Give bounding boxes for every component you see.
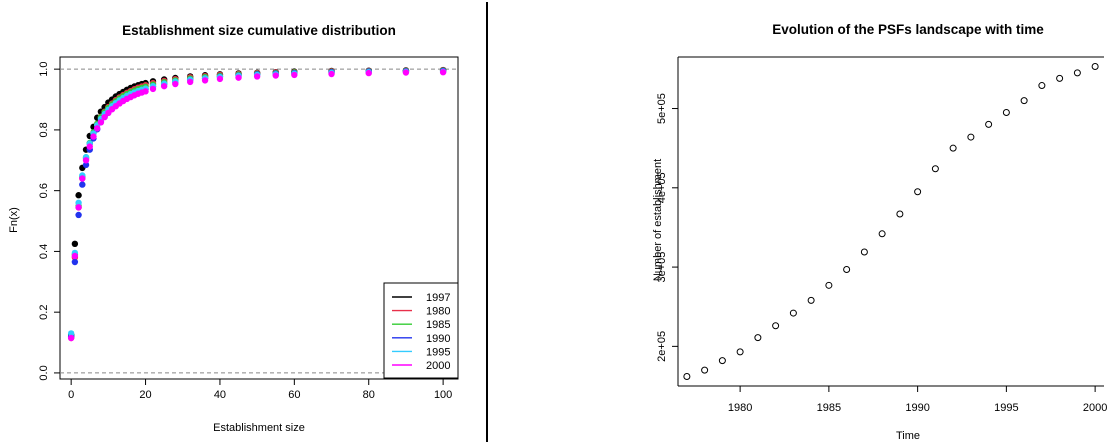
cdf-point-2000 [86, 143, 93, 150]
cdf-point-2000 [291, 71, 298, 79]
cdf-point-1995 [75, 199, 82, 207]
psf-chart-title: Evolution of the PSFs landscape with tim… [772, 22, 1044, 37]
cdf-x-tick-label: 40 [214, 389, 226, 401]
psf-point [683, 372, 691, 380]
cdf-point-2000 [82, 157, 90, 164]
psf-point [1038, 82, 1046, 90]
psf-point [701, 366, 709, 374]
psf-x-tick-label: 1985 [817, 402, 841, 414]
psf-point [1002, 108, 1010, 116]
cdf-x-tick-label: 20 [139, 389, 151, 401]
cdf-y-tick-label: 1.0 [38, 62, 50, 77]
psf-point [1020, 97, 1028, 105]
cdf-x-tick-label: 60 [288, 389, 300, 401]
cdf-chart-xlabel: Establishment size [213, 422, 305, 434]
cdf-point-2000 [235, 74, 242, 81]
psf-point [1091, 63, 1099, 71]
cdf-point-2000 [365, 69, 372, 77]
cdf-y-tick-label: 0.8 [38, 122, 50, 137]
legend-label-1980: 1980 [426, 306, 450, 318]
cdf-x-tick-label: 0 [68, 389, 74, 401]
psf-x-tick-label: 1990 [905, 402, 929, 414]
psf-chart-ylabel: Number of establishment [652, 159, 664, 281]
psf-point [772, 322, 780, 330]
psf-x-tick-label: 2000 [1083, 402, 1107, 414]
legend-label-1997: 1997 [426, 292, 450, 304]
cdf-point-1997 [71, 240, 79, 248]
legend-label-2000: 2000 [426, 360, 450, 372]
cdf-y-tick-label: 0.4 [38, 244, 50, 259]
cdf-point-2000 [439, 68, 447, 76]
cdf-chart-title: Establishment size cumulative distributi… [122, 23, 396, 38]
psf-point [967, 133, 975, 141]
psf-point [754, 334, 762, 342]
cdf-point-2000 [172, 80, 179, 88]
cdf-plot-frame [59, 56, 459, 380]
psf-point [807, 296, 815, 304]
cdf-point-2000 [402, 69, 410, 76]
cdf-point-2000 [90, 133, 97, 140]
psf-point [789, 309, 797, 317]
cdf-point-2000 [186, 78, 194, 86]
cdf-point-2000 [71, 252, 79, 260]
cdf-point-2000 [75, 204, 82, 211]
cdf-x-tick-label: 100 [434, 389, 452, 401]
psf-y-tick-label: 3e+05 [656, 252, 668, 283]
psf-point [985, 120, 993, 128]
psf-x-tick-label: 1980 [728, 402, 752, 414]
cdf-point-1990 [71, 258, 79, 266]
psf-x-tick-label: 1995 [994, 402, 1018, 414]
psf-y-tick-label: 5e+05 [656, 93, 668, 124]
cdf-x-tick-label: 80 [363, 389, 375, 401]
cdf-y-tick-label: 0.2 [38, 305, 50, 320]
psf-point [878, 230, 886, 238]
psf-point [931, 165, 939, 173]
cdf-point-2000 [216, 75, 224, 83]
cdf-point-2000 [272, 72, 279, 79]
psf-y-tick-label: 4e+05 [656, 172, 668, 203]
cdf-point-2000 [160, 82, 168, 90]
psf-point [860, 248, 868, 256]
cdf-point-1997 [75, 192, 82, 199]
cdf-point-2000 [67, 334, 75, 342]
cdf-point-1990 [82, 161, 90, 169]
psf-point [949, 144, 957, 152]
legend-label-1995: 1995 [426, 346, 450, 358]
legend-label-1985: 1985 [426, 319, 450, 331]
psf-point [1073, 69, 1081, 77]
cdf-point-2000 [328, 70, 335, 78]
cdf-point-2000 [142, 88, 149, 95]
cdf-point-1995 [67, 330, 75, 337]
cdf-point-2000 [97, 119, 105, 126]
cdf-y-tick-label: 0.6 [38, 183, 50, 198]
cdf-point-2000 [79, 175, 86, 182]
cdf-point-2000 [149, 85, 157, 93]
cdf-chart-ylabel: Fn(x) [8, 207, 20, 233]
cdf-point-1990 [75, 211, 82, 219]
cdf-point-1990 [79, 181, 86, 188]
psf-point [843, 265, 851, 273]
psf-point [825, 281, 833, 289]
legend-label-1990: 1990 [426, 333, 450, 345]
psf-point [896, 210, 904, 218]
cdf-legend [383, 282, 459, 379]
panel-divider [486, 2, 488, 442]
psf-point [718, 357, 726, 365]
cdf-point-2000 [101, 113, 108, 121]
cdf-point-2000 [201, 77, 209, 84]
psf-point [736, 348, 744, 356]
psf-y-tick-label: 2e+05 [656, 331, 668, 362]
psf-point [1056, 74, 1064, 82]
psf-evolution-chart: Evolution of the PSFs landscape with tim… [652, 22, 1107, 442]
cdf-point-2000 [93, 125, 101, 132]
cdf-point-2000 [253, 73, 261, 80]
psf-chart-xlabel: Time [896, 430, 920, 442]
psf-point [914, 188, 922, 196]
cdf-chart: Establishment size cumulative distributi… [8, 23, 459, 434]
cdf-y-tick-label: 0.0 [38, 365, 50, 380]
